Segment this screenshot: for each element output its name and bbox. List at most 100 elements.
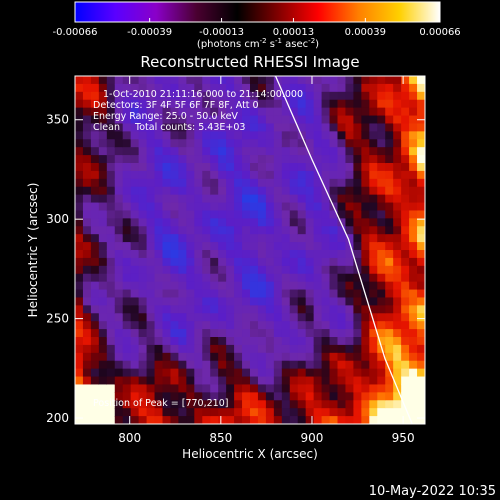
heatmap-cell: [401, 297, 410, 306]
heatmap-cell: [273, 76, 283, 85]
heatmap-cell: [385, 376, 394, 386]
heatmap-cell: [170, 289, 179, 299]
heatmap-cell: [202, 329, 211, 338]
heatmap-cell: [210, 250, 219, 259]
heatmap-cell: [313, 178, 323, 188]
heatmap-cell: [106, 76, 116, 85]
heatmap-cell: [305, 202, 315, 212]
heatmap-cell: [265, 99, 275, 109]
heatmap-cell: [242, 91, 251, 101]
heatmap-cell: [401, 384, 410, 393]
heatmap-cell: [146, 273, 156, 283]
heatmap-cell: [329, 170, 339, 180]
heatmap-cell: [321, 344, 331, 354]
heatmap-cell: [305, 76, 315, 85]
heatmap-cell: [377, 368, 386, 378]
heatmap-cell: [138, 115, 148, 125]
heatmap-cell: [162, 289, 172, 299]
heatmap-cell: [242, 337, 251, 346]
heatmap-cell: [122, 250, 132, 259]
heatmap-cell: [305, 123, 315, 132]
heatmap-cell: [170, 408, 179, 417]
heatmap-cell: [226, 392, 235, 401]
heatmap-cell: [369, 91, 378, 101]
heatmap-cell: [154, 218, 164, 227]
heatmap-cell: [146, 76, 156, 85]
heatmap-cell: [82, 257, 92, 267]
x-tick-label: 900: [301, 431, 324, 445]
heatmap-cell: [178, 329, 187, 338]
heatmap-cell: [369, 178, 378, 188]
heatmap-cell: [353, 234, 362, 243]
heatmap-cell: [337, 147, 347, 156]
heatmap-cell: [82, 99, 92, 109]
heatmap-cell: [393, 408, 402, 417]
heatmap-cell: [138, 368, 148, 378]
heatmap-cell: [369, 202, 378, 212]
heatmap-cell: [337, 368, 347, 378]
heatmap-cell: [289, 305, 299, 314]
heatmap-cell: [257, 115, 267, 125]
heatmap-cell: [401, 289, 410, 299]
heatmap-cell: [289, 178, 299, 188]
heatmap-cell: [305, 139, 315, 148]
heatmap-cell: [242, 123, 251, 132]
heatmap-cell: [393, 83, 402, 93]
heatmap-cell: [226, 257, 235, 267]
heatmap-cell: [361, 400, 370, 409]
heatmap-cell: [289, 408, 299, 417]
heatmap-cell: [218, 226, 227, 235]
heatmap-cell: [385, 76, 394, 85]
heatmap-cell: [401, 321, 410, 330]
heatmap-cell: [178, 297, 187, 306]
heatmap-cell: [226, 115, 235, 125]
heatmap-cell: [393, 297, 402, 306]
heatmap-cell: [281, 321, 291, 330]
heatmap-cell: [90, 76, 100, 85]
heatmap-cell: [369, 273, 378, 283]
heatmap-cell: [289, 297, 299, 306]
heatmap-cell: [401, 352, 410, 362]
heatmap-cell: [337, 313, 347, 322]
heatmap-cell: [345, 210, 354, 219]
heatmap-cell: [305, 344, 315, 354]
heatmap-cell: [170, 281, 179, 291]
heatmap-cell: [98, 250, 108, 259]
heatmap-cell: [289, 376, 299, 386]
heatmap-cell: [377, 376, 386, 386]
heatmap-cell: [369, 281, 378, 291]
heatmap-cell: [90, 408, 100, 417]
heatmap-cell: [106, 107, 116, 117]
heatmap-cell: [138, 321, 148, 330]
heatmap-cell: [130, 360, 140, 370]
heatmap-cell: [154, 416, 164, 424]
heatmap-cell: [90, 313, 100, 322]
heatmap-cell: [361, 368, 370, 378]
heatmap-cell: [186, 76, 195, 85]
heatmap-cell: [194, 400, 203, 409]
heatmap-cell: [194, 99, 203, 109]
heatmap-cell: [186, 99, 195, 109]
heatmap-cell: [281, 329, 291, 338]
heatmap-cell: [154, 408, 164, 417]
heatmap-cell: [321, 83, 331, 93]
heatmap-cell: [138, 107, 148, 117]
heatmap-cell: [242, 242, 251, 251]
heatmap-cell: [178, 384, 187, 393]
heatmap-cell: [250, 155, 259, 164]
heatmap-cell: [218, 368, 227, 378]
heatmap-cell: [130, 194, 140, 204]
heatmap-cell: [90, 337, 100, 346]
heatmap-cell: [313, 265, 323, 275]
heatmap-cell: [234, 147, 243, 156]
heatmap-cell: [329, 297, 339, 306]
heatmap-cell: [265, 400, 275, 409]
heatmap-cell: [417, 360, 425, 370]
heatmap-cell: [417, 321, 425, 330]
heatmap-cell: [98, 321, 108, 330]
heatmap-cell: [377, 155, 386, 164]
heatmap-cell: [98, 360, 108, 370]
heatmap-cell: [281, 123, 291, 132]
heatmap-cell: [210, 226, 219, 235]
heatmap-cell: [313, 155, 323, 164]
